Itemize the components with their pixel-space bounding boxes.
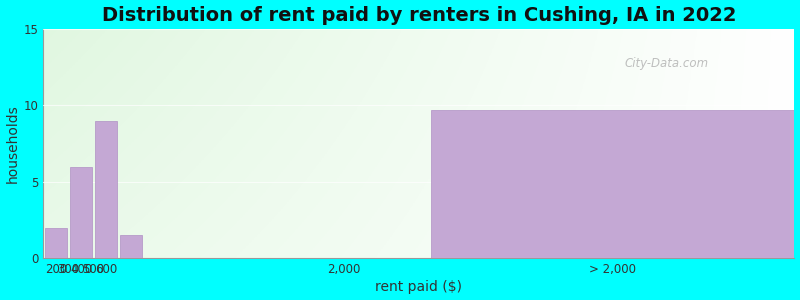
Title: Distribution of rent paid by renters in Cushing, IA in 2022: Distribution of rent paid by renters in … bbox=[102, 6, 736, 25]
Text: City-Data.com: City-Data.com bbox=[625, 57, 709, 70]
X-axis label: rent paid ($): rent paid ($) bbox=[375, 280, 462, 294]
Y-axis label: households: households bbox=[6, 104, 19, 183]
Bar bbox=[94, 121, 118, 258]
Bar bbox=[70, 167, 92, 258]
Bar bbox=[431, 110, 794, 258]
Bar bbox=[120, 236, 142, 258]
Bar bbox=[45, 228, 67, 258]
